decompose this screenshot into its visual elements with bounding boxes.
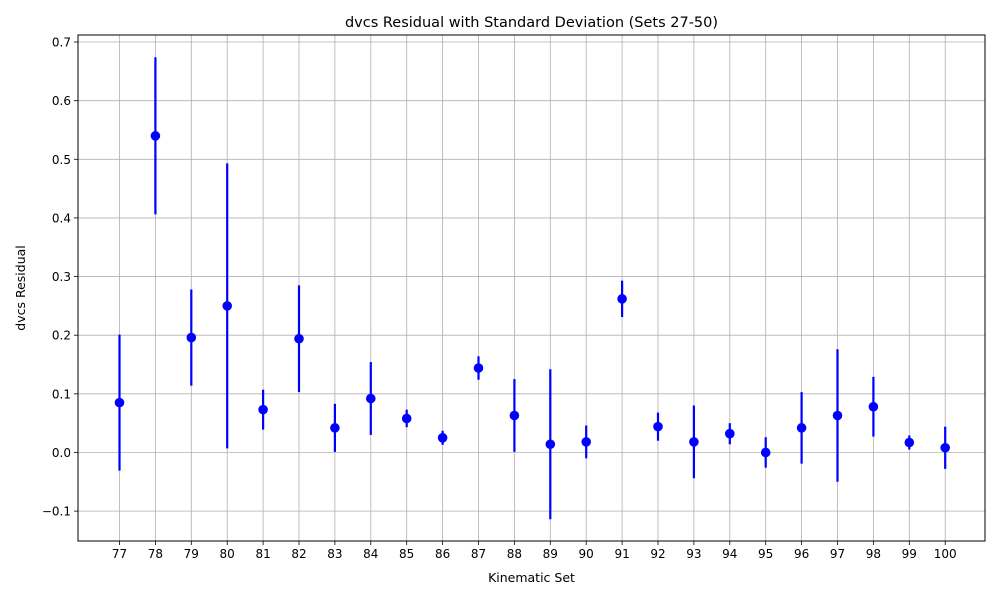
data-point [760,447,771,458]
x-tick-label: 95 [758,547,773,561]
chart-title: dvcs Residual with Standard Deviation (S… [345,15,718,31]
x-tick-label: 87 [471,547,486,561]
x-tick-label: 96 [794,547,809,561]
x-axis-label: Kinematic Set [488,570,575,585]
data-point [725,428,735,439]
data-point [330,423,340,433]
data-point [940,442,950,453]
data-point [366,393,376,404]
data-point [796,423,807,433]
x-tick-label: 83 [327,547,342,561]
data-point [581,437,591,447]
x-tick-label: 77 [112,547,127,561]
y-tick-label: 0.0 [52,446,71,460]
data-point [186,332,197,343]
y-tick-label: 0.1 [52,387,71,401]
x-tick-label: 94 [722,547,737,561]
y-tick-label: 0.4 [52,211,71,225]
plot-frame [77,34,986,542]
data-point [509,410,520,421]
x-tick-label: 85 [399,547,414,561]
x-tick-label: 84 [363,547,378,561]
data-point [689,437,699,447]
data-points [114,131,950,458]
x-tick-label: 98 [866,547,881,561]
x-tick-label: 88 [507,547,522,561]
data-point [832,410,843,421]
x-tick-label: 93 [686,547,701,561]
y-axis-ticks: −0.1 0.0 0.1 0.2 0.3 0.4 0.5 0.6 0.7 [42,36,78,519]
y-tick-label: 0.3 [52,270,71,284]
y-tick-label: 0.5 [52,153,71,167]
y-tick-label: −0.1 [42,505,71,519]
x-tick-label: 81 [255,547,270,561]
x-tick-label: 92 [650,547,665,561]
x-tick-label: 91 [614,547,629,561]
y-tick-label: 0.7 [52,36,71,50]
x-tick-label: 90 [579,547,594,561]
data-point [617,294,627,304]
y-tick-label: 0.2 [52,329,71,343]
data-point [437,433,448,443]
x-tick-label: 97 [830,547,845,561]
data-point [150,131,161,141]
x-axis-ticks: 77 78 79 80 81 82 83 84 85 86 87 88 89 90 91 92 93 94 95 96… [112,541,957,561]
data-point [222,301,232,311]
data-point [401,413,412,424]
data-point [258,404,268,415]
x-tick-label: 78 [148,547,163,561]
x-tick-label: 86 [435,547,450,561]
x-tick-label: 100 [934,547,957,561]
x-tick-label: 99 [902,547,917,561]
data-point [294,333,304,344]
x-tick-label: 79 [184,547,199,561]
data-point [473,363,484,373]
y-tick-label: 0.6 [52,94,71,108]
data-point [868,401,879,412]
x-tick-label: 89 [543,547,558,561]
y-axis-label: dvcs Residual [13,245,28,330]
data-point [114,397,125,408]
data-point [904,437,915,448]
data-point [653,421,663,432]
data-point [545,439,556,450]
x-tick-label: 80 [220,547,235,561]
x-tick-label: 82 [291,547,306,561]
